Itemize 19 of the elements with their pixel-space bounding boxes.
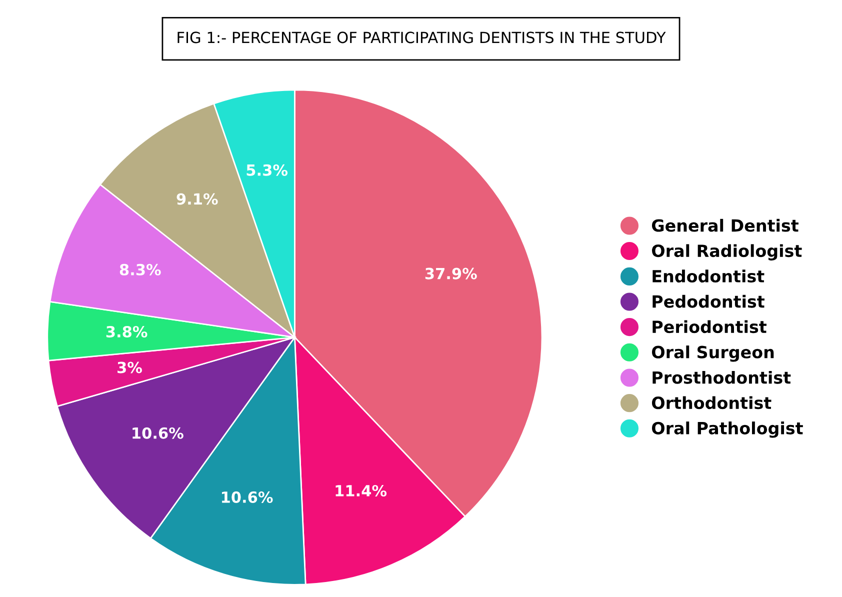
data-label: 9.1% — [176, 193, 218, 205]
data-label: 5.3% — [246, 164, 288, 176]
legend-label: Oral Radiologist — [652, 244, 802, 260]
data-label: 3.8% — [106, 326, 148, 338]
legend-label: Pedodontist — [652, 294, 764, 308]
data-label: 10.6% — [222, 491, 273, 503]
legend-label: General Dentist — [652, 218, 798, 232]
legend-label: Oral Surgeon — [652, 346, 774, 362]
data-label: 37.9% — [425, 268, 477, 280]
chart-title: FIG 1:- PERCENTAGE OF PARTICIPATING DENTISTS IN THE STUDY — [178, 32, 666, 44]
legend-label: Endodontist — [652, 270, 764, 283]
legend-label: Oral Pathologist — [652, 422, 803, 438]
legend-label: Periodontist — [652, 320, 766, 334]
data-label: 8.3% — [120, 264, 161, 276]
data-label: 3% — [118, 362, 142, 374]
legend-label: Prosthodontist — [652, 370, 791, 384]
data-label: 10.6% — [132, 427, 184, 439]
legend-label: Orthodontist — [652, 396, 772, 410]
data-label: 11.4% — [336, 484, 387, 497]
